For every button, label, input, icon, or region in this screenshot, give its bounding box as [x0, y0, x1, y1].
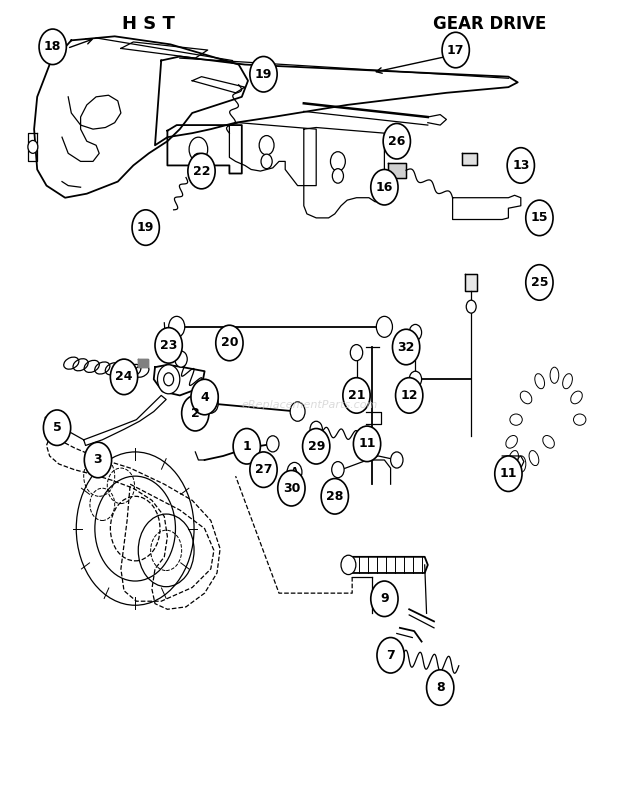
- Circle shape: [526, 200, 553, 236]
- Circle shape: [250, 56, 277, 92]
- Text: 1: 1: [242, 440, 251, 453]
- Circle shape: [310, 421, 322, 437]
- Text: 27: 27: [255, 463, 272, 476]
- Text: 21: 21: [348, 389, 365, 402]
- Circle shape: [164, 373, 174, 386]
- Text: 13: 13: [512, 159, 529, 172]
- Circle shape: [466, 300, 476, 313]
- Text: 20: 20: [221, 337, 238, 349]
- Polygon shape: [465, 274, 477, 291]
- Circle shape: [233, 429, 260, 464]
- Circle shape: [43, 410, 71, 445]
- Text: A: A: [291, 467, 298, 477]
- Circle shape: [216, 325, 243, 361]
- Text: 16: 16: [376, 181, 393, 194]
- Circle shape: [175, 351, 187, 367]
- Text: eReplacementParts.com: eReplacementParts.com: [242, 400, 378, 410]
- Text: 4: 4: [200, 391, 209, 404]
- Circle shape: [350, 345, 363, 361]
- Polygon shape: [462, 153, 477, 165]
- Text: GEAR DRIVE: GEAR DRIVE: [433, 15, 546, 33]
- Circle shape: [169, 316, 185, 337]
- Text: 8: 8: [436, 681, 445, 694]
- Circle shape: [132, 210, 159, 245]
- Polygon shape: [45, 417, 62, 429]
- Text: 24: 24: [115, 370, 133, 383]
- Circle shape: [376, 316, 392, 337]
- Polygon shape: [138, 359, 148, 367]
- Circle shape: [84, 442, 112, 478]
- Text: 19: 19: [137, 221, 154, 234]
- Circle shape: [330, 152, 345, 171]
- Circle shape: [188, 153, 215, 189]
- Text: 5: 5: [53, 421, 61, 434]
- Text: 29: 29: [308, 440, 325, 453]
- Circle shape: [371, 169, 398, 205]
- Circle shape: [303, 429, 330, 464]
- Circle shape: [343, 378, 370, 413]
- Circle shape: [259, 136, 274, 155]
- Circle shape: [250, 452, 277, 487]
- Text: 3: 3: [94, 454, 102, 466]
- Text: 25: 25: [531, 276, 548, 289]
- Text: 23: 23: [160, 339, 177, 352]
- Polygon shape: [388, 163, 406, 178]
- Circle shape: [157, 365, 180, 394]
- Text: 15: 15: [531, 211, 548, 224]
- Circle shape: [39, 29, 66, 65]
- Text: 28: 28: [326, 490, 343, 503]
- Text: 9: 9: [380, 592, 389, 605]
- Circle shape: [278, 470, 305, 506]
- Text: 19: 19: [255, 68, 272, 81]
- Circle shape: [383, 123, 410, 159]
- Text: 22: 22: [193, 165, 210, 178]
- Circle shape: [321, 479, 348, 514]
- Text: 26: 26: [388, 135, 405, 148]
- Text: 2: 2: [191, 407, 200, 420]
- Circle shape: [332, 462, 344, 478]
- Circle shape: [495, 456, 522, 491]
- Text: 18: 18: [44, 40, 61, 53]
- Text: 11: 11: [358, 437, 376, 450]
- Text: 7: 7: [386, 649, 395, 662]
- Circle shape: [28, 140, 38, 153]
- Circle shape: [192, 153, 205, 169]
- Circle shape: [191, 379, 218, 415]
- Text: 32: 32: [397, 341, 415, 353]
- Circle shape: [203, 394, 218, 413]
- Circle shape: [392, 329, 420, 365]
- Circle shape: [396, 378, 423, 413]
- Circle shape: [267, 436, 279, 452]
- Text: 12: 12: [401, 389, 418, 402]
- Circle shape: [155, 328, 182, 363]
- Circle shape: [353, 426, 381, 462]
- Circle shape: [287, 462, 302, 482]
- Circle shape: [442, 32, 469, 68]
- Circle shape: [189, 137, 208, 161]
- Circle shape: [504, 456, 513, 467]
- Circle shape: [110, 359, 138, 395]
- Text: 30: 30: [283, 482, 300, 495]
- Text: H S T: H S T: [122, 15, 175, 33]
- Circle shape: [377, 638, 404, 673]
- Circle shape: [526, 265, 553, 300]
- Text: 17: 17: [447, 44, 464, 56]
- Circle shape: [290, 402, 305, 421]
- Circle shape: [391, 452, 403, 468]
- Circle shape: [371, 581, 398, 617]
- Circle shape: [507, 148, 534, 183]
- Text: 11: 11: [500, 467, 517, 480]
- Circle shape: [341, 555, 356, 575]
- Circle shape: [409, 324, 422, 341]
- Circle shape: [182, 395, 209, 431]
- Circle shape: [427, 670, 454, 705]
- Circle shape: [332, 169, 343, 183]
- Circle shape: [409, 371, 422, 387]
- Circle shape: [261, 154, 272, 169]
